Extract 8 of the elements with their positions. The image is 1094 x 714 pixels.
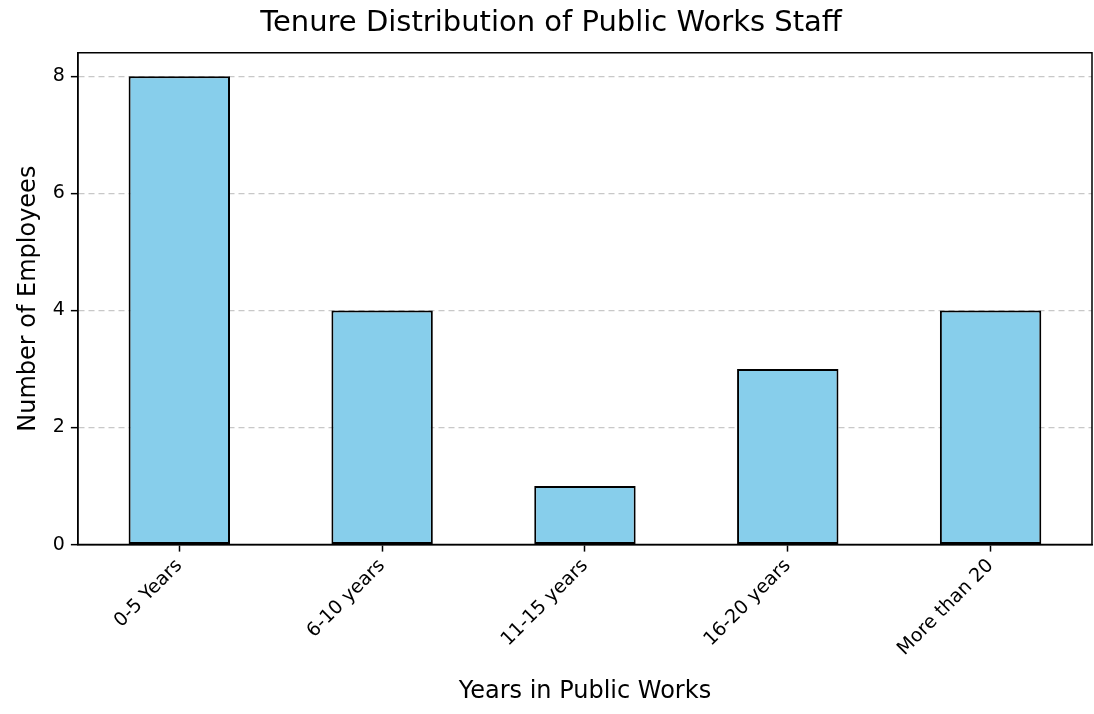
y-tick-label: 0 [52,531,65,554]
y-tick-label: 6 [52,180,65,203]
y-tick-label: 2 [52,414,65,437]
y-axis-title: Number of Employees [12,165,41,432]
y-tick-label: 4 [52,297,65,320]
y-tick-label: 8 [52,63,65,86]
x-axis-title: Years in Public Works [457,675,712,704]
chart-title: Tenure Distribution of Public Works Staff [259,3,843,38]
